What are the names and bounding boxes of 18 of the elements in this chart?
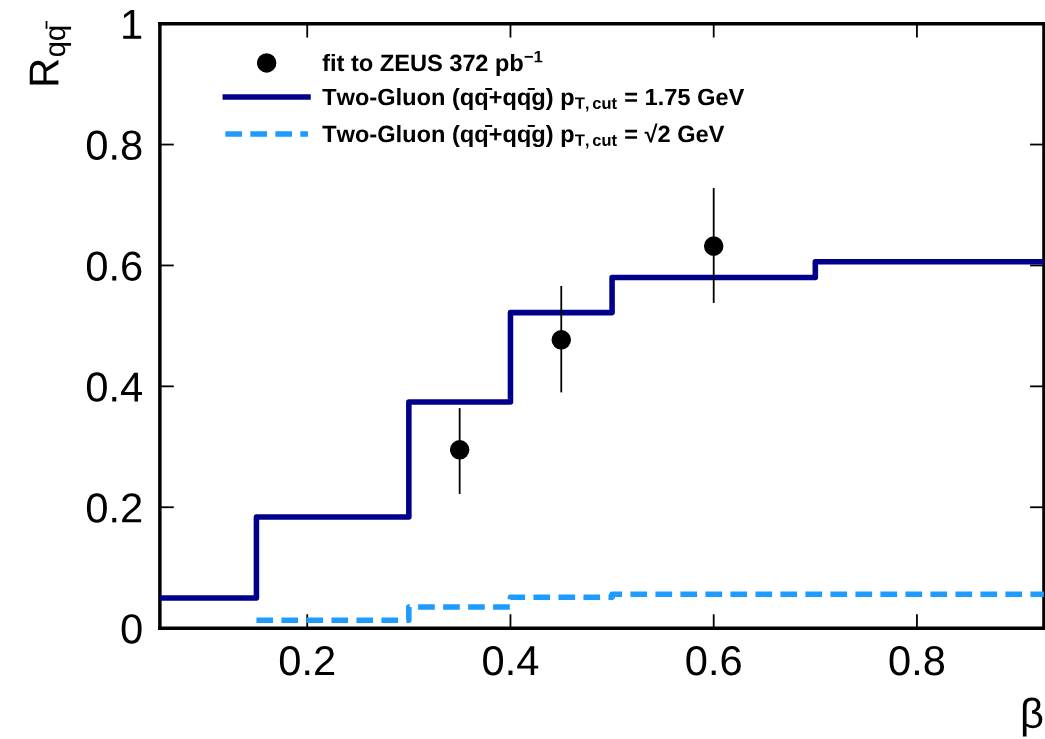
y-tick-label: 0.6 xyxy=(86,251,142,281)
legend-label: Two-Gluon (qq̄+qq̄g) p$_{T,cut}$ = 1.75 GeV xyxy=(322,88,745,112)
point xyxy=(449,440,470,460)
y-tick-label: 0 xyxy=(121,614,142,644)
y-tick-label: 0.8 xyxy=(86,130,142,161)
legend-label: fit to ZEUS 372 pb$^{−1}$ xyxy=(322,50,543,76)
legend-label: Two-Gluon (qq̄+qq̄g) p$_{T,cut}$ = √2 GeV xyxy=(322,123,725,149)
y-axis-title: R$_{qq̄}$ xyxy=(29,21,72,85)
y-tick-label: 0.2 xyxy=(86,493,142,523)
x-axis-title: β xyxy=(1022,697,1043,737)
x-tick-label: 0.6 xyxy=(686,645,741,676)
x-tick-label: 0.8 xyxy=(889,645,945,676)
y-tick-label: 1 xyxy=(123,10,142,39)
x-tick-label: 0.2 xyxy=(279,645,335,676)
point xyxy=(703,236,724,256)
x-tick-label: 0.4 xyxy=(483,645,539,676)
point xyxy=(551,330,572,350)
y-tick-label: 0.4 xyxy=(86,372,142,402)
